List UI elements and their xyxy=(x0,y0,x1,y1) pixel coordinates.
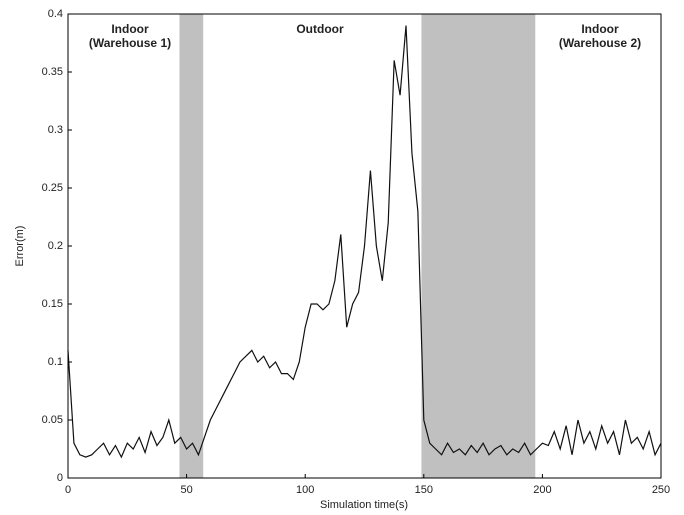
shaded-region xyxy=(179,14,204,478)
annotation: (Warehouse 1) xyxy=(89,36,171,50)
plot-frame xyxy=(67,13,662,479)
x-tick-label: 150 xyxy=(415,484,433,496)
y-tick-label: 0.35 xyxy=(42,66,63,78)
y-tick-label: 0.1 xyxy=(48,356,63,368)
x-axis-label: Simulation time(s) xyxy=(320,499,408,511)
y-tick-label: 0 xyxy=(57,472,63,484)
y-axis-label: Error(m) xyxy=(14,226,26,267)
annotation: (Warehouse 2) xyxy=(559,36,641,50)
y-tick-label: 0.15 xyxy=(42,298,63,310)
y-tick-label: 0.25 xyxy=(42,182,63,194)
x-tick-label: 200 xyxy=(533,484,551,496)
x-tick-label: 100 xyxy=(296,484,314,496)
data-line xyxy=(67,25,662,459)
x-tick-label: 250 xyxy=(652,484,670,496)
x-tick-label: 50 xyxy=(180,484,192,496)
y-tick-label: 0.4 xyxy=(48,8,63,20)
annotation: Indoor xyxy=(111,22,149,36)
y-tick-label: 0.2 xyxy=(48,240,63,252)
y-tick-label: 0.3 xyxy=(48,124,63,136)
y-tick-label: 0.05 xyxy=(42,414,63,426)
annotation: Outdoor xyxy=(296,22,344,36)
shaded-region xyxy=(421,14,536,478)
x-tick-label: 0 xyxy=(65,484,71,496)
annotation: Indoor xyxy=(581,22,619,36)
